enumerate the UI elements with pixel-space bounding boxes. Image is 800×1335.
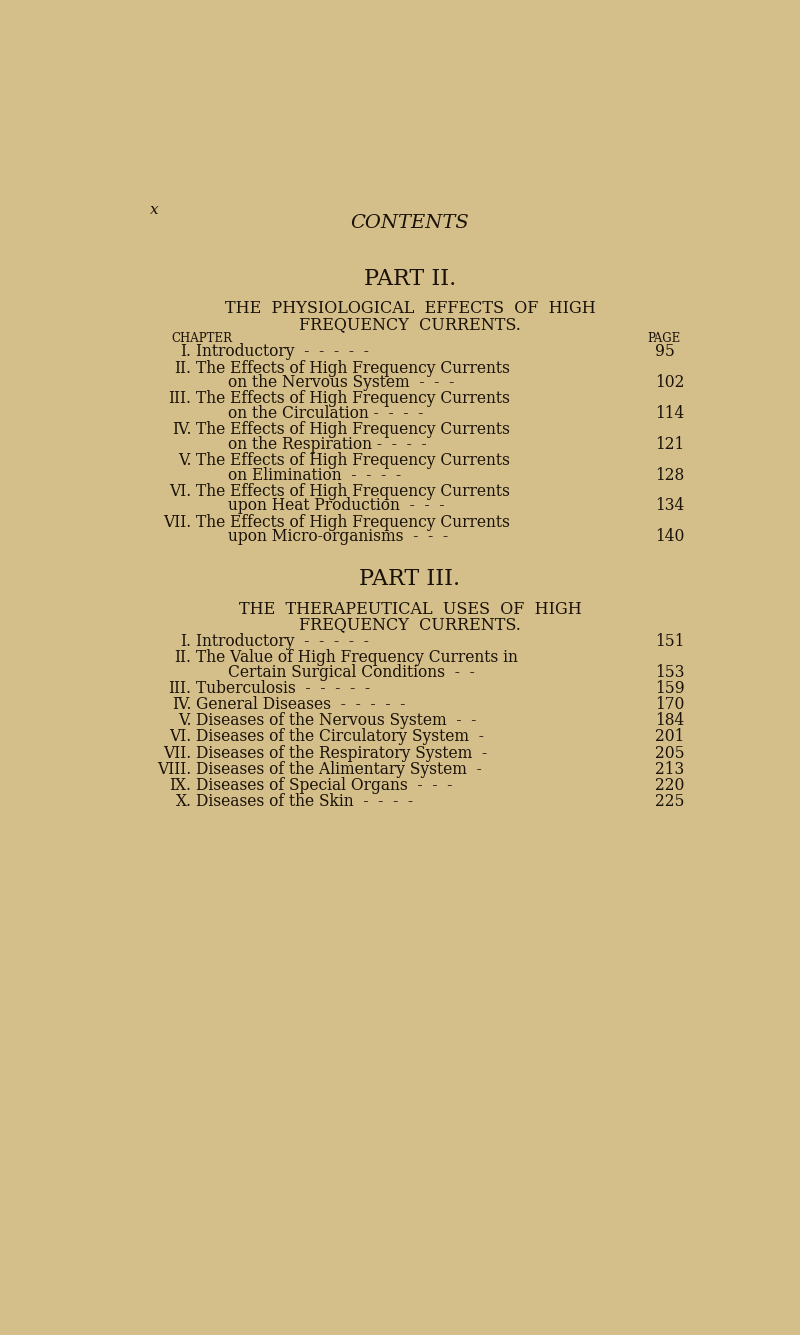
Text: Introductory  -  -  -  -  -: Introductory - - - - - xyxy=(196,633,369,650)
Text: 170: 170 xyxy=(655,696,684,713)
Text: 225: 225 xyxy=(655,793,685,810)
Text: 121: 121 xyxy=(655,435,684,453)
Text: 140: 140 xyxy=(655,529,684,545)
Text: 102: 102 xyxy=(655,374,684,391)
Text: III.: III. xyxy=(169,390,191,407)
Text: 95: 95 xyxy=(655,343,674,360)
Text: on the Respiration -  -  -  -: on the Respiration - - - - xyxy=(228,435,426,453)
Text: Diseases of the Circulatory System  -: Diseases of the Circulatory System - xyxy=(196,729,484,745)
Text: Tuberculosis  -  -  -  -  -: Tuberculosis - - - - - xyxy=(196,680,370,697)
Text: FREQUENCY  CURRENTS.: FREQUENCY CURRENTS. xyxy=(299,615,521,633)
Text: The Effects of High Frequency Currents: The Effects of High Frequency Currents xyxy=(196,453,510,469)
Text: The Effects of High Frequency Currents: The Effects of High Frequency Currents xyxy=(196,483,510,499)
Text: 114: 114 xyxy=(655,405,684,422)
Text: II.: II. xyxy=(174,649,191,666)
Text: 151: 151 xyxy=(655,633,685,650)
Text: IX.: IX. xyxy=(170,777,191,794)
Text: The Value of High Frequency Currents in: The Value of High Frequency Currents in xyxy=(196,649,518,666)
Text: 184: 184 xyxy=(655,713,684,729)
Text: IV.: IV. xyxy=(172,422,191,438)
Text: CONTENTS: CONTENTS xyxy=(350,214,470,232)
Text: VI.: VI. xyxy=(170,483,191,499)
Text: I.: I. xyxy=(181,343,191,360)
Text: VII.: VII. xyxy=(163,514,191,530)
Text: VII.: VII. xyxy=(163,745,191,762)
Text: VIII.: VIII. xyxy=(157,761,191,778)
Text: Diseases of the Alimentary System  -: Diseases of the Alimentary System - xyxy=(196,761,482,778)
Text: x: x xyxy=(150,203,159,216)
Text: Introductory  -  -  -  -  -: Introductory - - - - - xyxy=(196,343,369,360)
Text: upon Micro-organisms  -  -  -: upon Micro-organisms - - - xyxy=(228,529,448,545)
Text: 205: 205 xyxy=(655,745,685,762)
Text: 128: 128 xyxy=(655,467,684,483)
Text: PART II.: PART II. xyxy=(364,268,456,290)
Text: VI.: VI. xyxy=(170,729,191,745)
Text: The Effects of High Frequency Currents: The Effects of High Frequency Currents xyxy=(196,514,510,530)
Text: 201: 201 xyxy=(655,729,684,745)
Text: III.: III. xyxy=(169,680,191,697)
Text: upon Heat Production  -  -  -: upon Heat Production - - - xyxy=(228,498,444,514)
Text: THE  PHYSIOLOGICAL  EFFECTS  OF  HIGH: THE PHYSIOLOGICAL EFFECTS OF HIGH xyxy=(225,300,595,318)
Text: X.: X. xyxy=(175,793,191,810)
Text: on Elimination  -  -  -  -: on Elimination - - - - xyxy=(228,467,401,483)
Text: General Diseases  -  -  -  -  -: General Diseases - - - - - xyxy=(196,696,406,713)
Text: The Effects of High Frequency Currents: The Effects of High Frequency Currents xyxy=(196,422,510,438)
Text: IV.: IV. xyxy=(172,696,191,713)
Text: Certain Surgical Conditions  -  -: Certain Surgical Conditions - - xyxy=(228,663,474,681)
Text: PAGE: PAGE xyxy=(647,332,680,344)
Text: 159: 159 xyxy=(655,680,685,697)
Text: 220: 220 xyxy=(655,777,684,794)
Text: II.: II. xyxy=(174,359,191,376)
Text: The Effects of High Frequency Currents: The Effects of High Frequency Currents xyxy=(196,390,510,407)
Text: CHAPTER: CHAPTER xyxy=(171,332,232,344)
Text: 213: 213 xyxy=(655,761,684,778)
Text: THE  THERAPEUTICAL  USES  OF  HIGH: THE THERAPEUTICAL USES OF HIGH xyxy=(238,601,582,618)
Text: V.: V. xyxy=(178,453,191,469)
Text: PART III.: PART III. xyxy=(359,569,461,590)
Text: on the Circulation -  -  -  -: on the Circulation - - - - xyxy=(228,405,423,422)
Text: V.: V. xyxy=(178,713,191,729)
Text: 134: 134 xyxy=(655,498,684,514)
Text: FREQUENCY  CURRENTS.: FREQUENCY CURRENTS. xyxy=(299,316,521,332)
Text: Diseases of the Respiratory System  -: Diseases of the Respiratory System - xyxy=(196,745,487,762)
Text: 153: 153 xyxy=(655,663,685,681)
Text: Diseases of Special Organs  -  -  -: Diseases of Special Organs - - - xyxy=(196,777,453,794)
Text: I.: I. xyxy=(181,633,191,650)
Text: Diseases of the Nervous System  -  -: Diseases of the Nervous System - - xyxy=(196,713,477,729)
Text: Diseases of the Skin  -  -  -  -: Diseases of the Skin - - - - xyxy=(196,793,414,810)
Text: on the Nervous System  -  -  -: on the Nervous System - - - xyxy=(228,374,454,391)
Text: The Effects of High Frequency Currents: The Effects of High Frequency Currents xyxy=(196,359,510,376)
